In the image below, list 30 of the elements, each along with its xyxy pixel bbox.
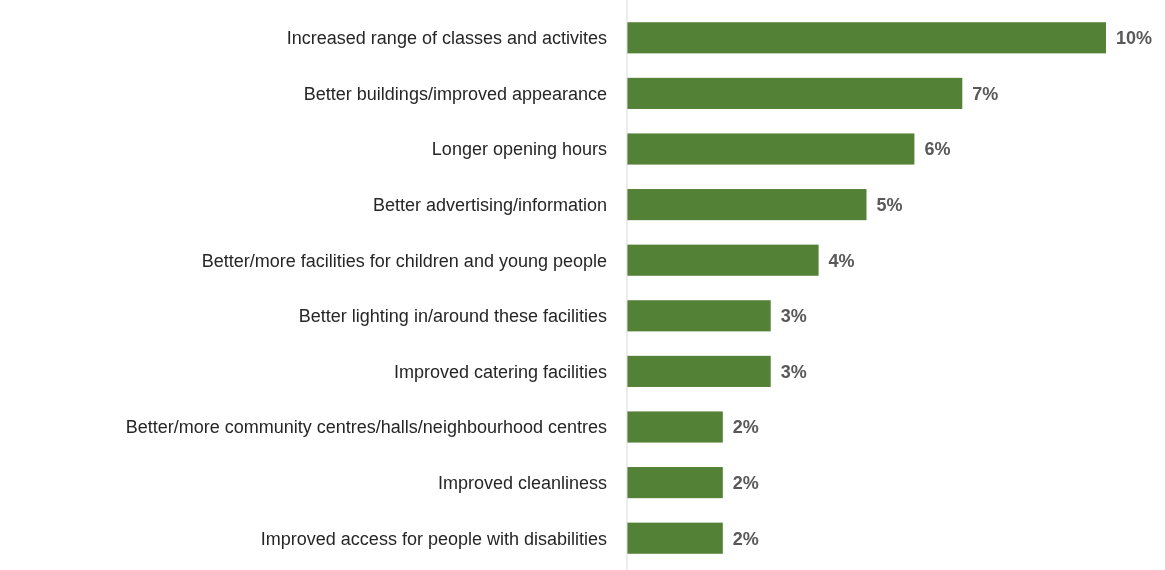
bar [627, 189, 867, 221]
y-tick-label: Improved access for people with disabilities [260, 528, 607, 549]
bar [627, 133, 915, 165]
data-label: 7% [972, 83, 999, 104]
bar [627, 22, 1106, 54]
y-tick-label: Longer opening hours [431, 139, 607, 160]
y-tick-label: Increased range of classes and activites [286, 28, 607, 49]
bar [627, 355, 771, 387]
y-tick-label: Better buildings/improved appearance [303, 83, 607, 104]
data-label: 4% [828, 250, 855, 271]
y-tick-label: Improved catering facilities [393, 361, 607, 382]
data-label: 2% [732, 528, 759, 549]
y-tick-label: Improved cleanliness [437, 472, 607, 493]
data-label: 3% [780, 306, 807, 327]
bar [627, 467, 723, 499]
data-label: 2% [732, 472, 759, 493]
data-label: 5% [876, 194, 903, 215]
y-tick-label: Better lighting in/around these facilities [298, 306, 607, 327]
y-tick-label: Better/more facilities for children and young people [201, 250, 607, 271]
data-label: 3% [780, 361, 807, 382]
data-label: 2% [732, 417, 759, 438]
bar [627, 77, 963, 109]
bar [627, 300, 771, 332]
bar [627, 411, 723, 443]
y-tick-label: Better advertising/information [372, 194, 607, 215]
bar [627, 244, 819, 276]
y-tick-label: Better/more community centres/halls/neighbourhood centres [125, 417, 607, 438]
data-label: 6% [924, 139, 951, 160]
data-label: 10% [1116, 28, 1153, 49]
bar [627, 522, 723, 554]
